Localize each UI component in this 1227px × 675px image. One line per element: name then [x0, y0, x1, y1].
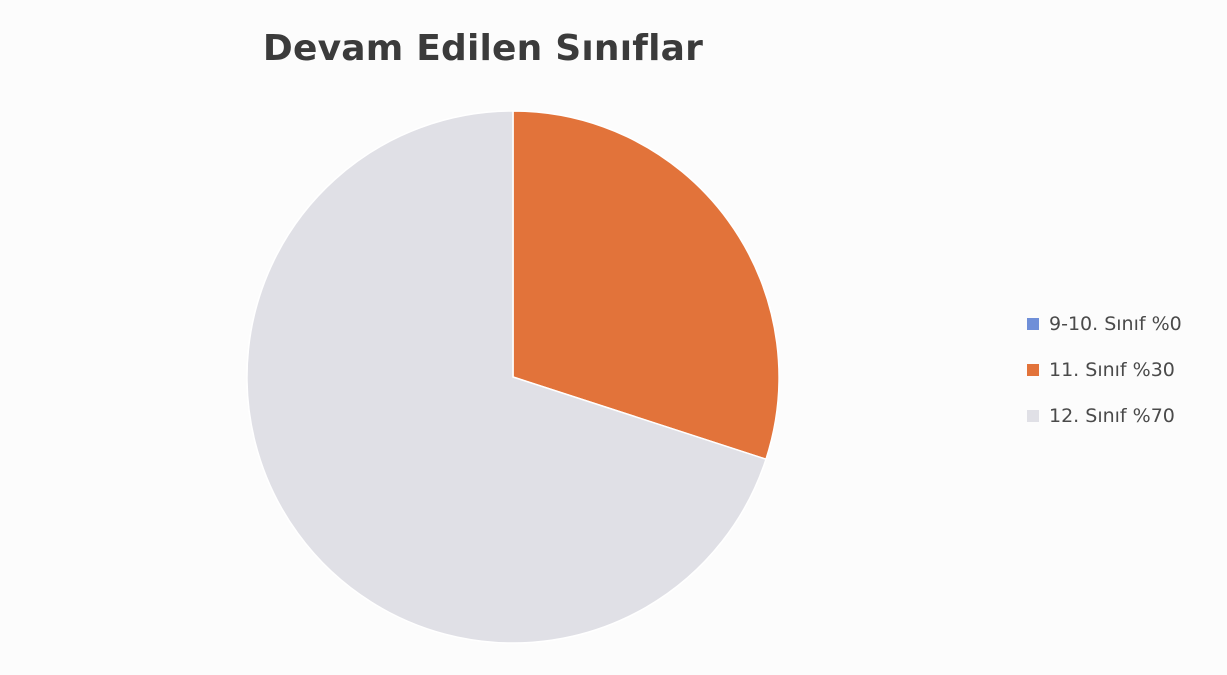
pie-slice-11 [512, 110, 780, 461]
legend-swatch-12 [1027, 410, 1039, 422]
legend-swatch-11 [1027, 364, 1039, 376]
legend-item-12: 12. Sınıf %70 [1027, 404, 1182, 428]
legend-label-12: 12. Sınıf %70 [1049, 405, 1175, 427]
pie-slice-12 [246, 110, 767, 644]
legend: 9-10. Sınıf %0 11. Sınıf %30 12. Sınıf %… [1027, 312, 1182, 450]
chart-title: Devam Edilen Sınıflar [262, 28, 704, 69]
legend-swatch-9-10 [1027, 318, 1039, 330]
legend-item-11: 11. Sınıf %30 [1027, 358, 1182, 382]
legend-item-9-10: 9-10. Sınıf %0 [1027, 312, 1182, 336]
legend-label-9-10: 9-10. Sınıf %0 [1049, 313, 1182, 335]
legend-label-11: 11. Sınıf %30 [1049, 359, 1175, 381]
